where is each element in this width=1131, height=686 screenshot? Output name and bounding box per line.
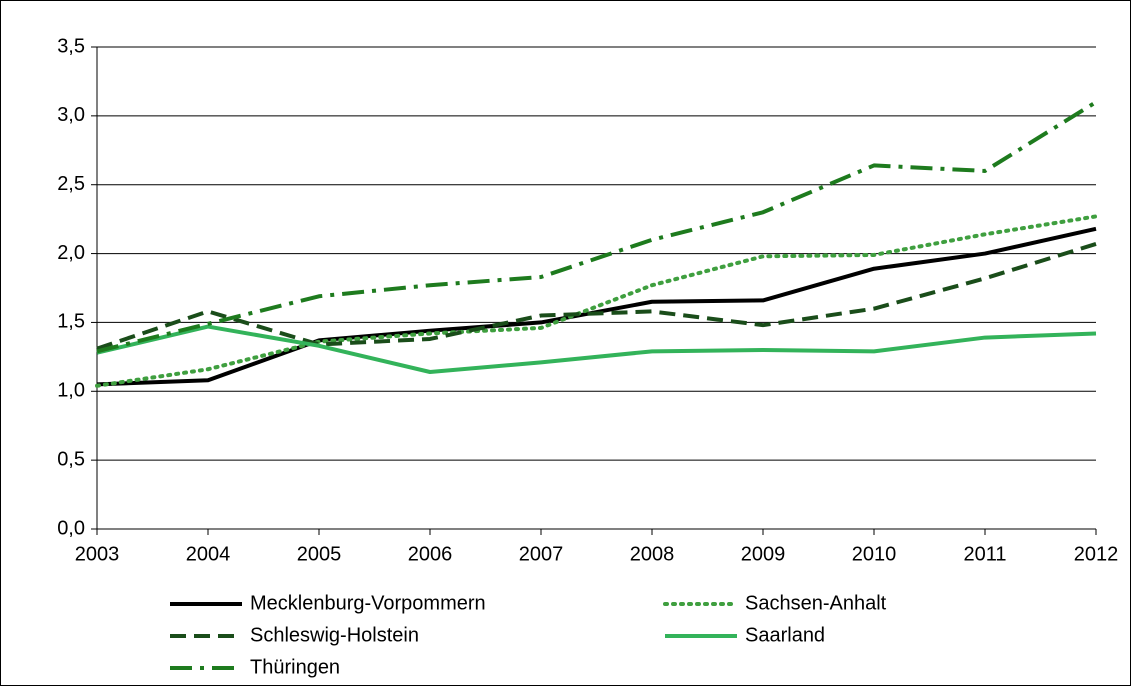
legend-label: Mecklenburg-Vorpommern	[250, 592, 486, 614]
y-tick-label: 2,0	[57, 242, 85, 264]
x-tick-label: 2011	[963, 543, 1006, 565]
y-tick-label: 0,0	[57, 517, 85, 539]
series-line	[96, 242, 1097, 351]
series-line	[96, 324, 1097, 375]
x-tick-label: 2010	[852, 543, 897, 565]
x-tick-label: 2009	[741, 543, 786, 565]
x-tick-label: 2005	[297, 543, 342, 565]
x-tick-label: 2003	[75, 543, 120, 565]
legend-label: Thüringen	[250, 656, 340, 678]
x-tick-label: 2008	[630, 543, 675, 565]
x-tick-label: 2006	[408, 543, 453, 565]
y-tick-label: 0,5	[57, 448, 85, 470]
legend-label: Schleswig-Holstein	[250, 624, 419, 646]
series-line	[95, 214, 1098, 388]
y-tick-label: 3,0	[57, 104, 85, 126]
y-tick-label: 1,5	[57, 311, 85, 333]
y-tick-label: 1,0	[57, 380, 85, 402]
y-tick-label: 2,5	[57, 173, 85, 195]
legend-label: Saarland	[745, 624, 825, 646]
y-tick-label: 3,5	[57, 35, 85, 57]
series-line	[96, 100, 1098, 354]
legend-label: Sachsen-Anhalt	[745, 592, 887, 614]
x-tick-label: 2004	[186, 543, 231, 565]
x-tick-label: 2007	[519, 543, 564, 565]
x-tick-label: 2012	[1074, 543, 1119, 565]
